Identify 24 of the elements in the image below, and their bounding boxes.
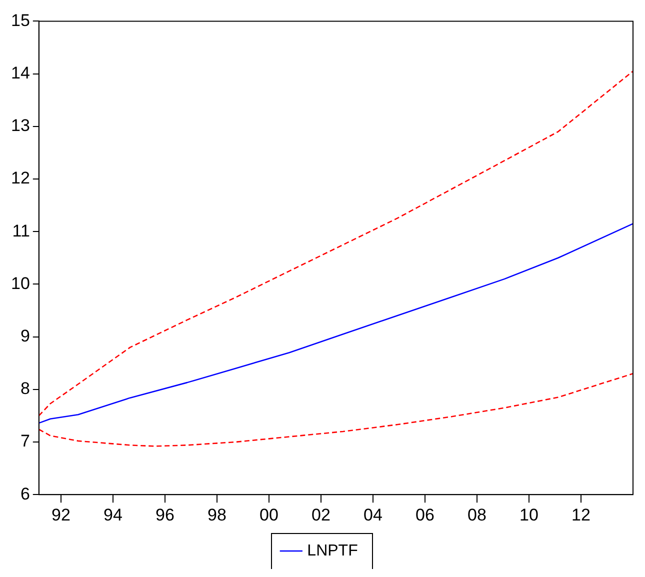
x-tick-label: 06	[416, 505, 434, 524]
line-series	[38, 70, 633, 416]
x-tick-label: 04	[364, 505, 382, 524]
y-tick-label: 9	[20, 326, 30, 346]
y-tick-label: 6	[20, 484, 30, 504]
y-tick-label: 10	[10, 274, 30, 293]
y-tick-label: 14	[10, 63, 30, 82]
x-tick-label: 94	[104, 505, 122, 524]
x-tick-label: 10	[520, 505, 538, 524]
y-tick-label: 12	[10, 168, 30, 188]
x-tick-label: 98	[208, 505, 226, 524]
x-tick-label: 96	[156, 505, 174, 524]
y-tick-label: 7	[20, 432, 30, 451]
x-tick-label: 08	[468, 505, 486, 524]
y-tick-label: 15	[10, 10, 30, 30]
y-tick-label: 11	[12, 221, 30, 240]
x-tick-label: 12	[572, 505, 590, 524]
y-tick-label: 8	[20, 379, 30, 398]
y-tick-label: 13	[10, 116, 30, 136]
x-tick-label: 92	[52, 505, 70, 524]
line-series	[38, 372, 633, 447]
legend-label: LNPTF	[307, 542, 358, 560]
x-tick-label: 00	[260, 505, 278, 524]
x-tick-label: 02	[312, 505, 330, 524]
